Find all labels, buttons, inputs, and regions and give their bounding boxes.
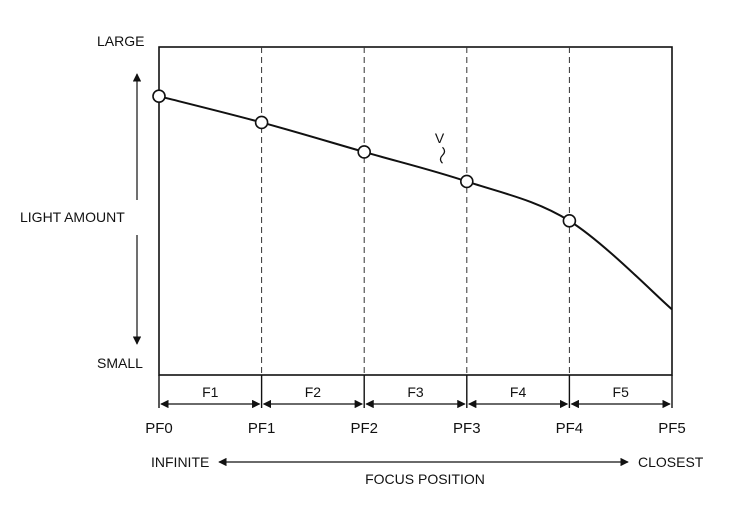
tick-label-pf1: PF1 bbox=[248, 420, 276, 437]
segment-label-f4: F4 bbox=[510, 384, 527, 400]
series-label-leader bbox=[439, 146, 446, 164]
segment-label-f3: F3 bbox=[407, 384, 424, 400]
y-top-label: LARGE bbox=[97, 33, 144, 49]
x-left-label: INFINITE bbox=[151, 454, 209, 470]
segment-label-f5: F5 bbox=[613, 384, 630, 400]
y-bottom-label: SMALL bbox=[97, 355, 143, 371]
series-line-v bbox=[158, 95, 673, 311]
series-label-v: V bbox=[435, 130, 445, 146]
data-point-pf3 bbox=[459, 174, 474, 189]
tick-label-pf2: PF2 bbox=[350, 420, 378, 437]
tick-label-pf3: PF3 bbox=[453, 420, 481, 437]
x-axis-label: FOCUS POSITION bbox=[365, 471, 485, 487]
data-point-pf1 bbox=[254, 115, 269, 130]
data-point-pf0 bbox=[152, 89, 166, 103]
tick-label-pf5: PF5 bbox=[658, 420, 686, 437]
tick-label-pf4: PF4 bbox=[556, 420, 584, 437]
data-point-pf4 bbox=[562, 214, 577, 228]
data-point-pf2 bbox=[357, 145, 372, 159]
segment-label-f2: F2 bbox=[305, 384, 322, 400]
y-axis-label: LIGHT AMOUNT bbox=[20, 209, 125, 225]
segment-label-f1: F1 bbox=[202, 384, 219, 400]
tick-label-pf0: PF0 bbox=[145, 420, 173, 437]
x-right-label: CLOSEST bbox=[638, 454, 704, 470]
plot-frame bbox=[158, 46, 673, 376]
